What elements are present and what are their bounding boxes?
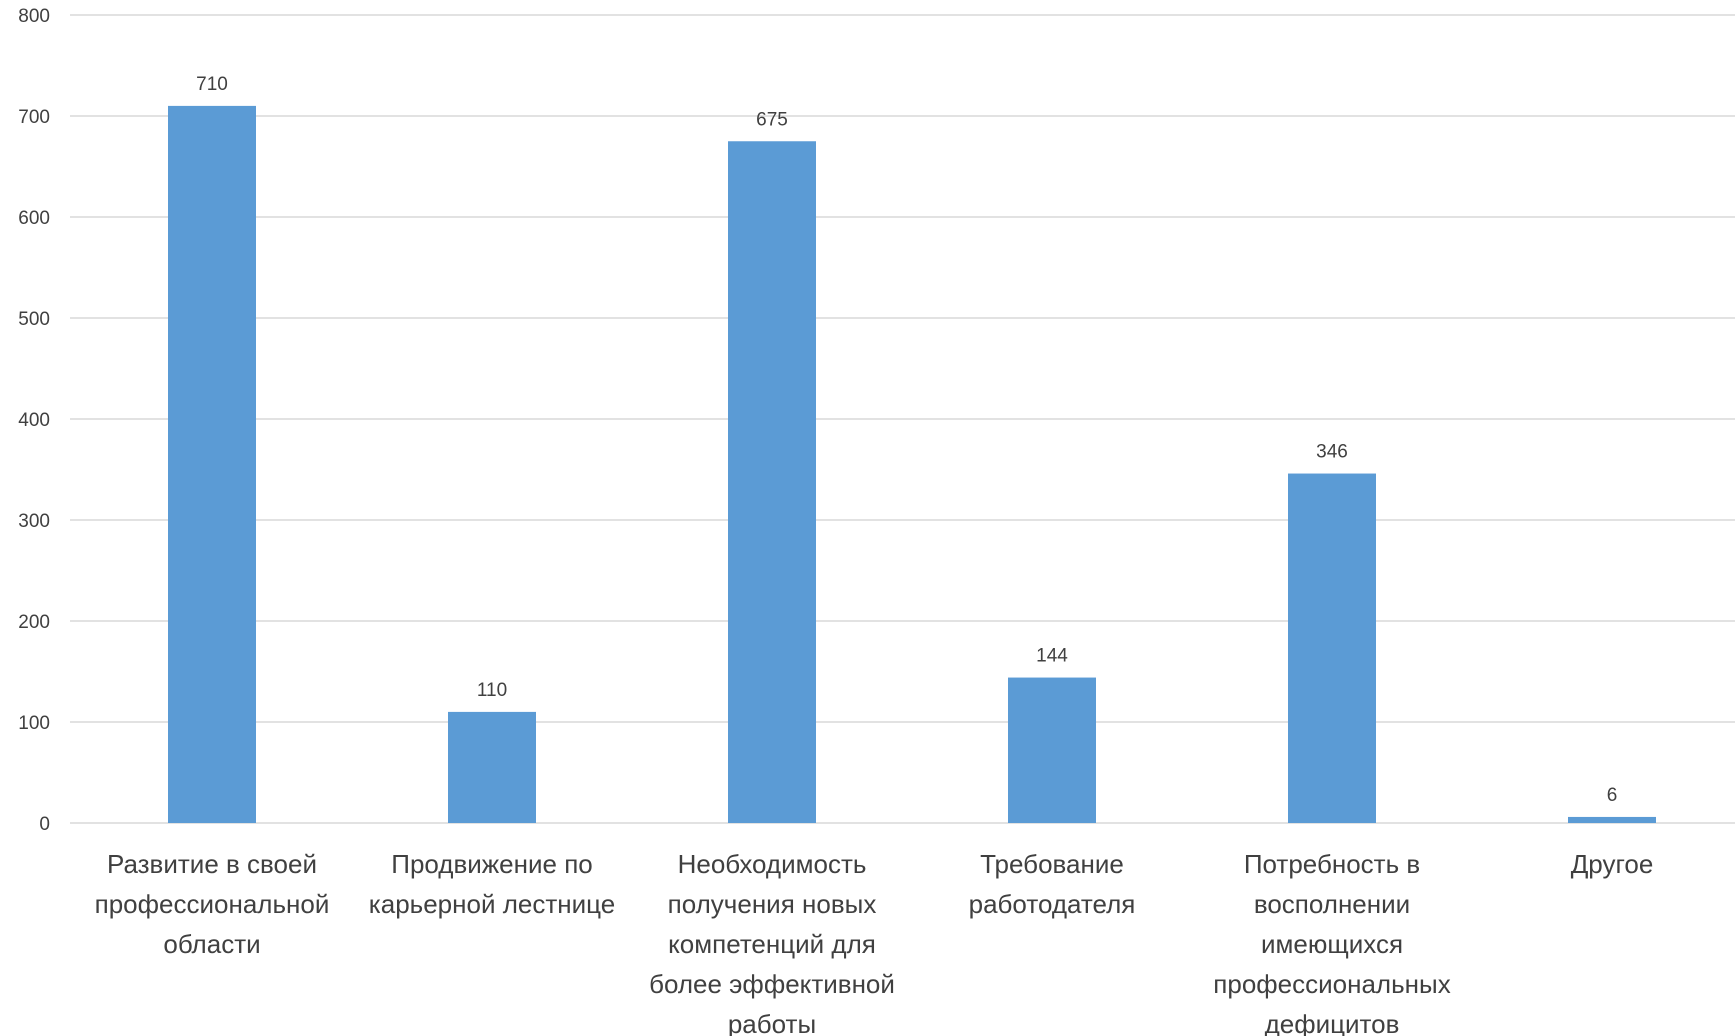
category-label: Продвижение по карьерной лестнице [369,849,615,919]
category-label-line: Продвижение по [391,849,593,879]
category-label: Требование работодателя [969,849,1136,919]
category-label-line: области [163,929,260,959]
data-label: 675 [756,109,788,130]
data-label: 346 [1316,442,1348,463]
data-label: 6 [1607,785,1618,806]
category-label: Потребность в восполнении имеющихся професс… [1213,849,1450,1036]
y-tick-label: 500 [18,309,50,330]
category-label-line: Требование [980,849,1124,879]
category-label-line: работы [728,1009,816,1036]
data-label: 144 [1036,646,1068,667]
category-label-line: работодателя [969,889,1136,919]
bar [1008,677,1096,823]
category-label: Развитие в своей профессиональной области [95,849,330,959]
data-label: 110 [477,680,507,701]
y-tick-label: 700 [18,107,50,128]
category-label-line: Необходимость [678,849,867,879]
category-label: Необходимость получения новых компетенций … [649,849,895,1036]
category-label-line: восполнении [1254,889,1410,919]
category-label-line: Развитие в своей [107,849,317,879]
category-label-line: имеющихся [1261,929,1403,959]
category-label-line: карьерной лестнице [369,889,615,919]
bars [168,105,1656,823]
category-label-line: профессиональной [95,889,330,919]
y-tick-label: 200 [18,612,50,633]
y-axis-tick-labels: 0 100 200 300 400 500 600 700 800 [18,6,50,835]
gridlines [70,14,1735,824]
y-tick-label: 100 [18,713,50,734]
category-label-line: компетенций для [668,929,876,959]
category-label-line: более эффективной [649,969,895,999]
bar [1288,473,1376,823]
y-tick-label: 600 [18,208,50,229]
category-label-line: Потребность в [1244,849,1420,879]
y-tick-label: 800 [18,6,50,27]
category-label-line: Другое [1571,849,1654,879]
category-label-line: получения новых [668,889,877,919]
y-tick-label: 300 [18,511,50,532]
bar [448,711,536,823]
bar [728,141,816,823]
y-tick-label: 400 [18,410,50,431]
bar [1568,816,1656,823]
data-label: 710 [196,74,228,95]
category-labels: Развитие в своей профессиональной области П… [95,849,1654,1036]
category-label-line: профессиональных [1213,969,1450,999]
y-tick-label: 0 [39,814,50,835]
data-labels: 710 110 675 144 346 6 [196,74,1617,806]
bar [168,105,256,823]
category-label-line: дефицитов [1265,1009,1400,1036]
category-label: Другое [1571,849,1654,879]
